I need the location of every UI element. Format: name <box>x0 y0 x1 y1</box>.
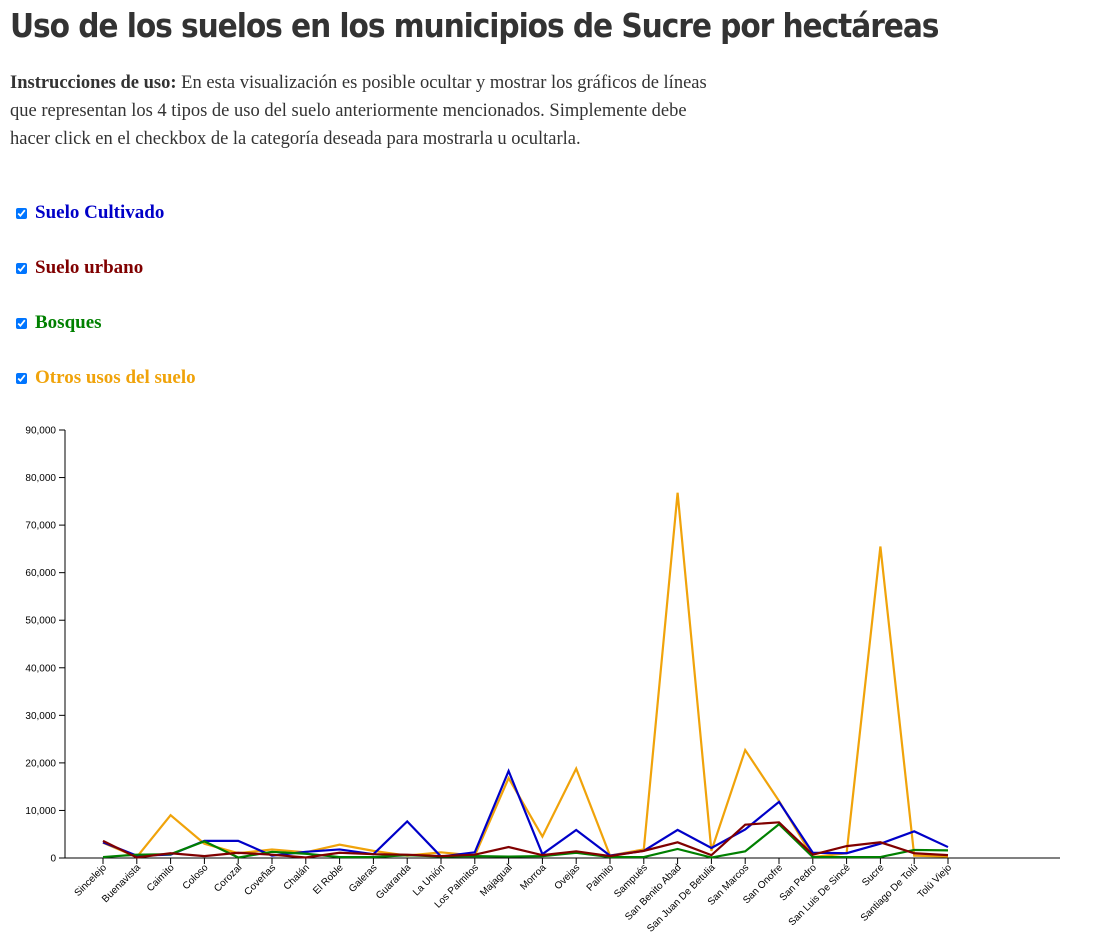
series-line-suelo-urbano <box>102 821 949 859</box>
x-tick-label: Tolú Viejo <box>916 862 955 901</box>
checkbox-suelo-urbano[interactable] <box>16 262 27 274</box>
x-tick-label: Palmito <box>585 862 617 894</box>
y-tick-label: 50,000 <box>25 616 56 627</box>
instructions-lead: Instrucciones de uso: <box>10 73 177 93</box>
x-tick-label: Caimito <box>145 862 177 894</box>
x-tick-label: Guaranda <box>374 862 414 902</box>
y-tick-label: 0 <box>50 854 56 865</box>
y-axis: 0 10,000 20,000 30,000 40,000 50,000 60,000 70,… <box>25 426 66 865</box>
y-tick-label: 30,000 <box>25 711 56 722</box>
series-line-suelo-cultivado <box>102 768 949 858</box>
page-title: Uso de los suelos en los municipios de S… <box>10 6 939 45</box>
x-tick-label: Chalán <box>282 862 312 892</box>
y-tick-label: 90,000 <box>25 426 56 437</box>
x-tick-label: Coveñas <box>242 862 278 898</box>
y-tick-label: 70,000 <box>25 521 56 532</box>
series-line-bosques <box>102 822 949 859</box>
x-tick-label: El Roble <box>311 862 346 897</box>
y-tick-label: 60,000 <box>25 568 56 579</box>
toggle-label-suelo-urbano: Suelo urbano <box>35 257 144 278</box>
instructions-text: En esta visualización es posible ocultar… <box>10 73 707 149</box>
line-chart: 0 10,000 20,000 30,000 40,000 50,000 60,000 70,… <box>25 426 1060 935</box>
x-tick-label: Sucre <box>860 862 887 889</box>
x-tick-label: Majagual <box>478 862 514 898</box>
x-tick-label: Ovejas <box>553 862 583 892</box>
x-tick-label: Coloso <box>181 862 211 892</box>
toggle-label-suelo-cultivado: Suelo Cultivado <box>35 202 165 223</box>
y-tick-label: 20,000 <box>25 758 56 769</box>
checkbox-suelo-cultivado[interactable] <box>16 207 27 219</box>
series-line-otros-usos-del-suelo <box>102 492 949 859</box>
y-tick-label: 80,000 <box>25 473 56 484</box>
x-tick-label: Galeras <box>347 862 380 895</box>
toggle-suelo-urbano[interactable]: Suelo urbano <box>14 256 143 280</box>
x-tick-label: San Luis De Sincé <box>787 862 853 928</box>
toggle-suelo-cultivado[interactable]: Suelo Cultivado <box>14 201 164 225</box>
checkbox-otros-usos[interactable] <box>16 372 27 384</box>
x-tick-label: Corozal <box>212 862 244 894</box>
toggle-otros-usos[interactable]: Otros usos del suelo <box>14 366 196 390</box>
toggle-label-bosques: Bosques <box>35 312 102 333</box>
x-tick-label: Santiago De Tolú <box>859 862 921 924</box>
toggle-bosques[interactable]: Bosques <box>14 311 102 335</box>
instructions-paragraph: Instrucciones de uso: En esta visualizac… <box>10 69 710 153</box>
checkbox-bosques[interactable] <box>16 317 27 329</box>
y-tick-label: 10,000 <box>25 806 56 817</box>
x-tick-label: Morroa <box>518 862 548 892</box>
y-tick-label: 40,000 <box>25 663 56 674</box>
toggle-label-otros-usos: Otros usos del suelo <box>35 367 196 388</box>
